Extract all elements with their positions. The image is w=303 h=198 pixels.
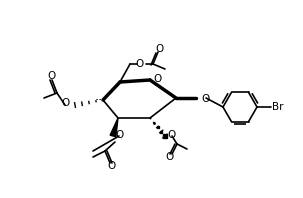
Text: O: O [155,44,163,54]
Text: O: O [107,161,115,171]
Text: O: O [115,130,123,140]
Text: Br: Br [272,102,284,112]
Text: O: O [153,74,161,84]
Text: O: O [62,98,70,108]
Polygon shape [110,118,118,137]
Text: ···: ··· [95,94,107,108]
Text: O: O [167,130,175,140]
Text: O: O [48,71,56,81]
Text: O: O [165,152,173,162]
Text: O: O [201,94,209,104]
Text: O: O [135,59,143,69]
